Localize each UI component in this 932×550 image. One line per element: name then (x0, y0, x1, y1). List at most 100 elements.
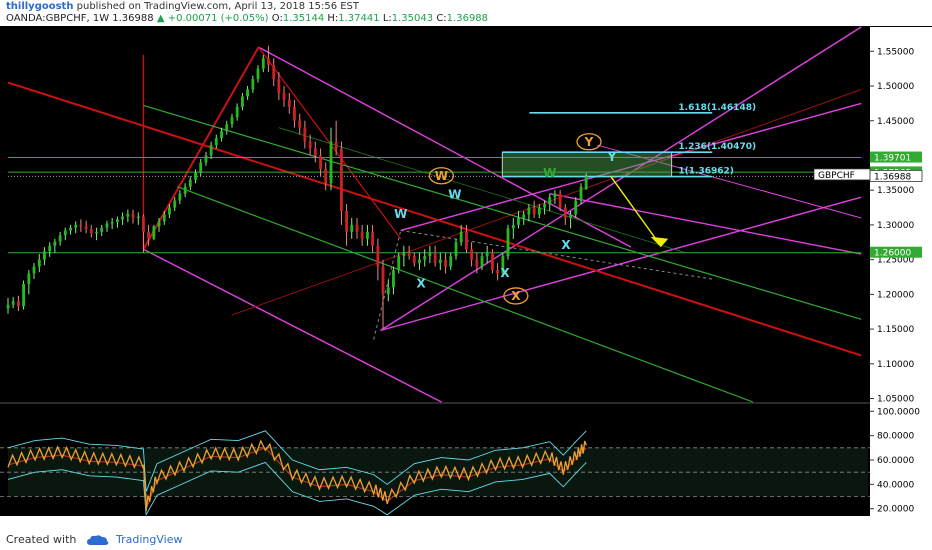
tradingview-link[interactable]: TradingView (116, 533, 183, 546)
indicator-lower-band (7, 461, 587, 517)
candle (27, 273, 31, 284)
close-value: 1.36988 (446, 13, 489, 24)
trendline (143, 248, 442, 403)
chart-footer: Created with TradingView (0, 530, 932, 550)
trendline (177, 186, 754, 403)
candle (537, 207, 541, 215)
candle (563, 207, 567, 218)
wave-label: X (416, 276, 426, 290)
open-label: O: (271, 13, 283, 24)
candle (246, 89, 249, 97)
candle (188, 179, 192, 187)
candle (11, 301, 15, 305)
candle (22, 283, 25, 307)
indicator-tick-label: 60.0000 (877, 456, 914, 466)
time-axis-background (0, 516, 932, 530)
price-tick-label: 1.55000 (877, 47, 914, 57)
candle (209, 145, 213, 156)
candle (74, 224, 78, 228)
candle (366, 231, 369, 239)
candle (491, 252, 494, 271)
candle (574, 200, 578, 215)
candle (308, 141, 312, 149)
candle (496, 270, 500, 274)
wave-label: Y (584, 135, 594, 149)
wave-label: W (394, 207, 407, 221)
candle (126, 213, 130, 217)
indicator-upper-band (7, 430, 587, 492)
indicator-panel (0, 430, 870, 517)
price-tick-label: 1.15000 (877, 325, 914, 335)
candle (386, 287, 390, 295)
candle (17, 301, 20, 307)
candle (381, 266, 385, 295)
candle (340, 148, 343, 212)
price-tick-label: 1.50000 (877, 82, 914, 92)
candle (6, 304, 10, 309)
candle (69, 227, 72, 231)
candle (329, 141, 333, 184)
price-label-box (870, 151, 922, 163)
candle (532, 207, 536, 215)
candle (183, 186, 187, 194)
price-label: GBPCHF (818, 171, 855, 181)
indicator-tick-label: 100.0000 (877, 407, 920, 417)
candle (121, 216, 124, 220)
trendline (143, 104, 862, 320)
author-link[interactable]: thillygoosth (6, 1, 74, 12)
indicator-series-line (7, 439, 587, 512)
candle (334, 141, 338, 149)
projection-arrowhead-icon (650, 236, 669, 248)
indicator-mid-line (7, 447, 587, 509)
candle (48, 245, 52, 252)
candle (110, 222, 114, 224)
trendline (549, 192, 862, 255)
candle (131, 213, 135, 218)
candle (392, 270, 395, 288)
trendline (380, 196, 862, 332)
price-label-box (869, 169, 923, 182)
candle (579, 186, 583, 201)
projection-arrow (610, 175, 662, 247)
tradingview-cloud-icon (87, 535, 109, 545)
candle (63, 230, 67, 236)
candle (89, 229, 93, 234)
trendline (231, 89, 862, 316)
wave-label: X (561, 238, 571, 252)
trendline (7, 81, 862, 357)
candle (423, 256, 427, 260)
candle (324, 169, 328, 184)
indicator-tick-label: 20.0000 (877, 505, 914, 515)
dashed-trendline (373, 230, 402, 340)
candle (501, 256, 505, 274)
price-tick-label: 1.30000 (877, 221, 914, 231)
candle (360, 231, 364, 239)
candle (470, 249, 474, 260)
candle (480, 256, 484, 267)
low-value: 1.35043 (391, 13, 434, 24)
candle (53, 241, 57, 246)
candle (194, 172, 197, 180)
open-value: 1.35144 (282, 13, 325, 24)
candle (412, 256, 416, 264)
candle (267, 58, 270, 66)
indicator-tick-label: 40.0000 (877, 480, 914, 490)
candle (256, 68, 260, 80)
candle (32, 266, 36, 274)
candle (84, 226, 88, 230)
candle (475, 259, 479, 267)
wave-label: W (543, 166, 556, 180)
candle (407, 252, 411, 257)
price-tick-label: 1.20000 (877, 290, 914, 300)
dashed-trendline (400, 229, 713, 280)
price-label-box (870, 246, 922, 258)
wave-label-circle (428, 167, 455, 185)
wave-label-circle (503, 287, 529, 305)
candle (235, 106, 239, 118)
indicator-tick-label: 80.0000 (877, 432, 914, 442)
price-label: 1.39701 (874, 154, 911, 164)
candle (428, 252, 432, 257)
price-tick-label: 1.45000 (877, 117, 914, 127)
symbol-label: OANDA:GBPCHF, 1W (6, 13, 110, 24)
